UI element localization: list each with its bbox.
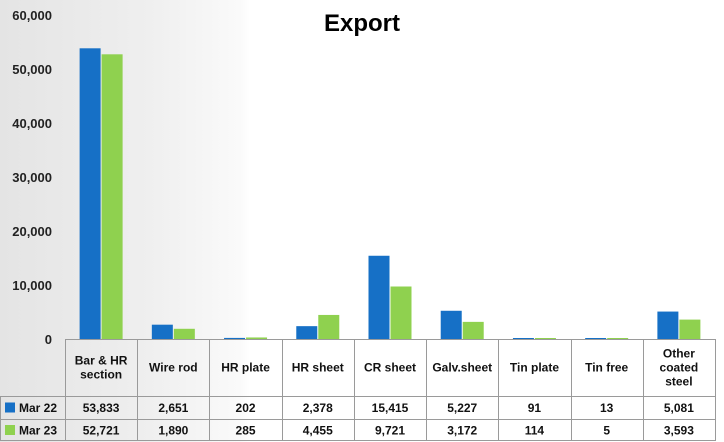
data-label: 3,172 — [447, 424, 477, 438]
data-label: 3,593 — [664, 424, 694, 438]
data-label: 5,081 — [664, 401, 694, 415]
bar-mar-22 — [296, 326, 318, 339]
bar-mar-23 — [534, 338, 556, 339]
bar-mar-23 — [318, 314, 340, 339]
bar-mar-22 — [79, 48, 101, 340]
data-label: 2,651 — [158, 401, 188, 415]
bar-mar-23 — [246, 337, 268, 339]
data-label: 114 — [525, 424, 545, 438]
bar-mar-22 — [368, 255, 390, 339]
bar-mar-23 — [390, 286, 412, 339]
ytick-label: 40,000 — [12, 116, 52, 131]
bar-mar-23 — [679, 319, 701, 339]
data-label: 2,378 — [303, 401, 333, 415]
bar-mar-22 — [151, 324, 173, 339]
category-label: steel — [665, 375, 692, 389]
category-label: Galv.sheet — [432, 361, 492, 375]
legend-swatch — [5, 402, 15, 413]
data-label: 13 — [600, 401, 614, 415]
category-label: HR sheet — [292, 361, 344, 375]
data-label: 4,455 — [303, 424, 333, 438]
category-label: Other — [663, 347, 695, 361]
bar-mar-22 — [512, 338, 534, 339]
category-label: Wire rod — [149, 361, 198, 375]
data-label: 91 — [528, 401, 542, 415]
category-label: Bar & HR — [75, 354, 128, 368]
legend-label: Mar 22 — [19, 401, 57, 415]
data-label: 53,833 — [83, 401, 120, 415]
ytick-label: 20,000 — [12, 224, 52, 239]
bar-mar-23 — [173, 328, 195, 339]
chart-title: Export — [323, 10, 400, 37]
bar-mar-23 — [607, 338, 629, 339]
data-label: 52,721 — [83, 424, 120, 438]
category-label: section — [80, 368, 122, 382]
category-label: Tin plate — [510, 361, 559, 375]
data-label: 5 — [603, 424, 610, 438]
data-label: 9,721 — [375, 424, 405, 438]
legend-swatch — [5, 425, 15, 435]
category-label: CR sheet — [364, 361, 416, 375]
data-label: 5,227 — [447, 401, 477, 415]
bar-mar-22 — [440, 310, 462, 339]
ytick-label: 10,000 — [12, 278, 52, 293]
bar-mar-22 — [224, 337, 246, 339]
category-label: Tin free — [585, 361, 628, 375]
legend-label: Mar 23 — [19, 424, 57, 438]
ytick-label: 60,000 — [12, 8, 52, 23]
bar-mar-23 — [101, 54, 123, 339]
bar-mar-22 — [585, 338, 607, 339]
bar-mar-23 — [462, 321, 484, 339]
category-label: coated — [660, 361, 699, 375]
data-label: 285 — [236, 424, 256, 438]
data-label: 202 — [236, 401, 256, 415]
data-label: 1,890 — [158, 424, 188, 438]
data-label: 15,415 — [372, 401, 409, 415]
bar-mar-22 — [657, 311, 679, 339]
ytick-label: 0 — [45, 332, 52, 347]
category-label: HR plate — [221, 361, 270, 375]
ytick-label: 30,000 — [12, 170, 52, 185]
ytick-label: 50,000 — [12, 62, 52, 77]
